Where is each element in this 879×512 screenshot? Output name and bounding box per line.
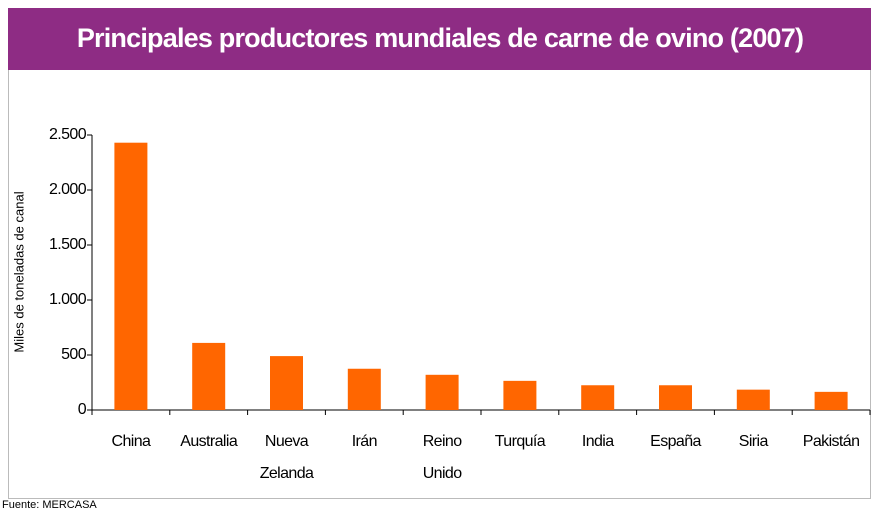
chart-title: Principales productores mundiales de car…: [77, 23, 803, 53]
x-tick-label: Reino Unido: [423, 433, 463, 482]
bar: [659, 385, 692, 410]
y-tick-label: 500: [61, 346, 87, 363]
bar: [347, 368, 381, 410]
bar: [503, 380, 537, 410]
x-tick-label: Australia: [180, 433, 238, 450]
y-tick-label: 1.500: [49, 236, 87, 253]
y-tick-label: 2.500: [49, 126, 87, 143]
bar: [581, 385, 615, 410]
x-tick-label: India: [582, 433, 614, 450]
source: Fuente: MERCASA: [2, 499, 97, 511]
x-tick-label: Turquía: [495, 433, 546, 450]
bar: [270, 356, 303, 410]
y-tick-label: 2.000: [49, 181, 87, 198]
x-tick-label: Irán: [352, 433, 377, 450]
x-tick-label: China: [111, 433, 151, 450]
bar: [192, 342, 226, 410]
y-tick-label: 1.000: [49, 291, 87, 308]
x-tick-label: Nueva Zelanda: [260, 433, 314, 482]
x-tick-label: España: [650, 433, 701, 450]
bar: [114, 142, 148, 410]
title-band: [8, 8, 871, 70]
bar: [736, 389, 770, 410]
bar: [425, 374, 459, 410]
x-tick-label: Pakistán: [803, 433, 860, 450]
x-tick-label: Siria: [739, 433, 769, 450]
bar: [814, 391, 848, 410]
y-tick-label: 0: [78, 401, 87, 418]
y-axis-label: Miles de toneladas de canal: [11, 191, 26, 352]
